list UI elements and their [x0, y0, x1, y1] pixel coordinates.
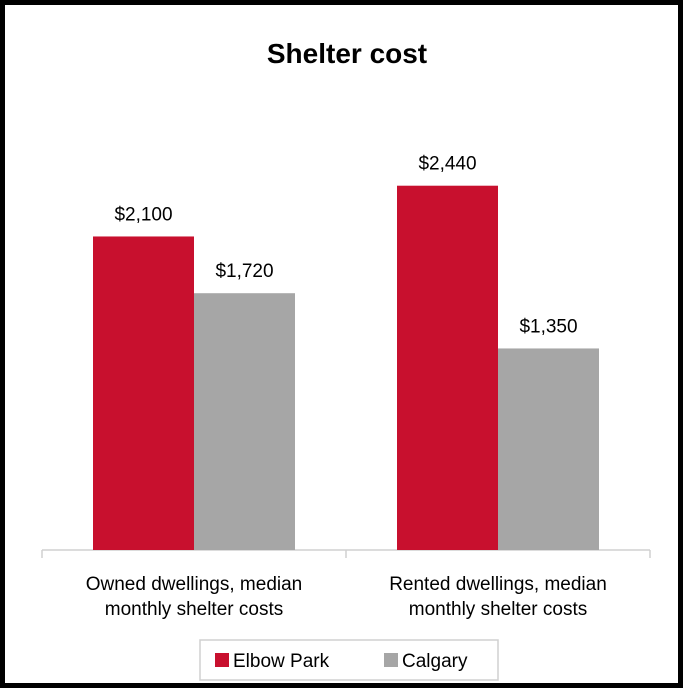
legend-swatch-elbow-park	[215, 653, 229, 667]
legend: Elbow Park Calgary	[199, 639, 499, 681]
bar-calgary	[194, 293, 295, 550]
data-label-elbow-park: $2,440	[418, 154, 476, 175]
bar-elbow-park	[93, 236, 194, 550]
data-label-calgary: $1,350	[519, 316, 577, 337]
legend-swatch-calgary	[384, 653, 398, 667]
data-label-calgary: $1,720	[215, 261, 273, 282]
data-label-elbow-park: $2,100	[114, 204, 172, 225]
chart-title: Shelter cost	[267, 38, 427, 69]
category-label: Owned dwellings, median	[86, 574, 303, 595]
category-label: monthly shelter costs	[105, 599, 283, 620]
bar-calgary	[498, 348, 599, 550]
category-label: Rented dwellings, median	[389, 574, 607, 595]
legend-label-calgary: Calgary	[402, 651, 468, 672]
category-label: monthly shelter costs	[409, 599, 587, 620]
bar-elbow-park	[397, 185, 498, 550]
bar-group: $2,100 $1,720 Owned dwellings, median month…	[41, 154, 651, 620]
legend-label-elbow-park: Elbow Park	[233, 651, 330, 672]
legend-border	[199, 639, 499, 681]
